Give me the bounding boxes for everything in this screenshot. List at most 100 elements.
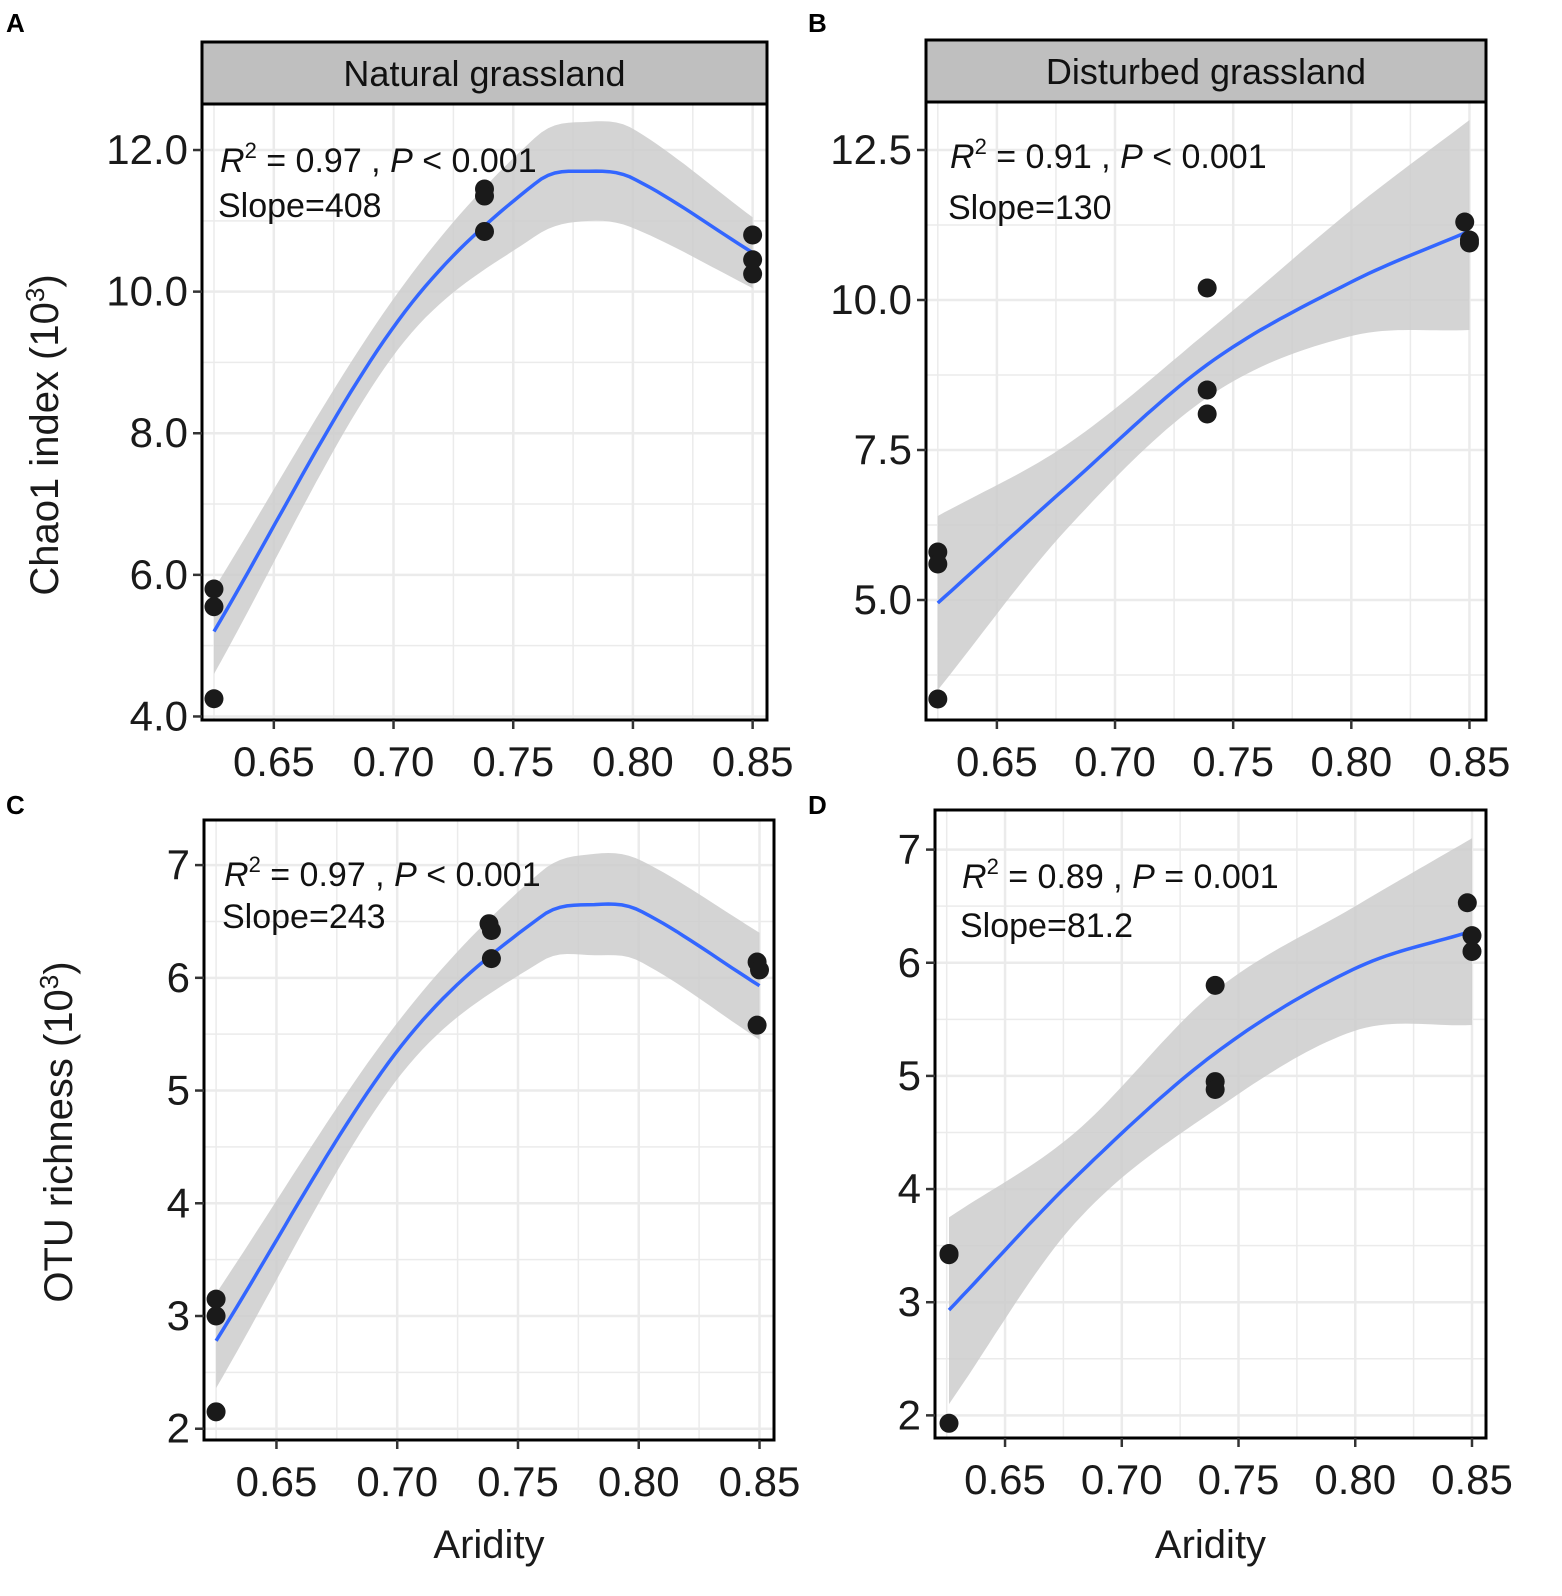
r2-p-label: R2 = 0.91 , P < 0.001 xyxy=(950,134,1267,176)
slope-label: Slope=243 xyxy=(222,898,386,936)
data-point xyxy=(1197,380,1217,400)
x-tick-label: 0.80 xyxy=(1314,1456,1396,1503)
y-tick-label: 10.0 xyxy=(106,268,188,315)
y-tick-label: 6 xyxy=(167,954,190,1001)
data-point xyxy=(1197,404,1217,424)
data-point xyxy=(1205,975,1225,995)
r2-value: = 0.97 , xyxy=(261,856,394,894)
y-tick-label: 3 xyxy=(898,1278,921,1325)
r2-p-label: R2 = 0.89 , P = 0.001 xyxy=(962,854,1279,896)
y-axis-title-main: OTU richness (10 xyxy=(37,989,81,1302)
x-tick-label: 0.70 xyxy=(1074,738,1156,785)
r2-superscript: 2 xyxy=(975,134,987,159)
p-value: < 0.001 xyxy=(1143,138,1267,176)
y-tick-label: 4.0 xyxy=(130,692,188,739)
y-tick-label: 2 xyxy=(898,1391,921,1438)
data-point xyxy=(481,949,501,969)
x-tick-label: 0.70 xyxy=(353,738,435,785)
p-value: < 0.001 xyxy=(413,142,537,180)
r2-value: = 0.97 , xyxy=(257,142,390,180)
y-tick-label: 12.5 xyxy=(830,126,912,173)
data-point xyxy=(204,597,224,617)
slope-label: Slope=81.2 xyxy=(960,907,1133,945)
grid xyxy=(204,820,774,1440)
p-symbol: P xyxy=(1120,138,1143,176)
y-tick-label: 7.5 xyxy=(854,426,912,473)
x-tick-label: 0.70 xyxy=(356,1458,438,1505)
data-points xyxy=(206,914,770,1422)
data-point xyxy=(1459,233,1479,253)
data-points xyxy=(939,893,1482,1433)
p-symbol: P xyxy=(394,856,417,894)
y-tick-label: 6.0 xyxy=(130,551,188,598)
y-axis-title-close: ) xyxy=(23,274,67,287)
r2-superscript: 2 xyxy=(245,138,257,163)
slope-label: Slope=130 xyxy=(948,189,1112,227)
y-tick-label: 6 xyxy=(898,939,921,986)
y-tick-label: 5 xyxy=(898,1052,921,1099)
x-tick-label: 0.80 xyxy=(592,738,674,785)
y-tick-label: 4 xyxy=(167,1179,190,1226)
data-point xyxy=(743,264,763,284)
facet-strip xyxy=(924,38,1488,104)
ci-band xyxy=(937,120,1470,690)
x-tick-label: 0.65 xyxy=(236,1458,318,1505)
plot-frame xyxy=(933,808,1488,1440)
y-axis-title-close: ) xyxy=(37,961,81,974)
x-axis-title: Aridity xyxy=(433,1523,544,1567)
p-value: = 0.001 xyxy=(1155,858,1279,896)
plot-frame xyxy=(202,818,776,1442)
data-point xyxy=(206,1306,226,1326)
data-point xyxy=(1457,893,1477,913)
r2-superscript: 2 xyxy=(987,854,999,879)
data-point xyxy=(750,960,770,980)
data-points xyxy=(204,179,763,709)
y-axis-title-sup: 3 xyxy=(20,288,50,302)
x-tick-label: 0.75 xyxy=(477,1458,559,1505)
data-point xyxy=(928,689,948,709)
y-tick-label: 4 xyxy=(898,1165,921,1212)
data-point xyxy=(928,554,948,574)
x-tick-label: 0.85 xyxy=(1431,1456,1513,1503)
data-point xyxy=(939,1413,959,1433)
r2-value: = 0.91 , xyxy=(987,138,1120,176)
r2-p-label: R2 = 0.97 , P < 0.001 xyxy=(220,138,537,180)
panel-letter: D xyxy=(808,790,827,820)
y-tick-label: 5 xyxy=(167,1067,190,1114)
facet-strip-label: Natural grassland xyxy=(343,53,625,94)
data-point xyxy=(1462,941,1482,961)
data-point xyxy=(1197,278,1217,298)
x-tick-label: 0.70 xyxy=(1081,1456,1163,1503)
x-tick-label: 0.65 xyxy=(233,738,315,785)
panel-b: B 0.65 0.70 0.75 0.80 0.85 5.0 7.5 10.0 12.5 Distu… xyxy=(808,8,1511,785)
data-point xyxy=(1205,1079,1225,1099)
p-symbol: P xyxy=(390,142,413,180)
facet-strip-label: Disturbed grassland xyxy=(1046,51,1366,92)
data-point xyxy=(206,1402,226,1422)
x-tick-label: 0.85 xyxy=(712,738,794,785)
y-tick-label: 12.0 xyxy=(106,126,188,173)
x-tick-label: 0.75 xyxy=(1192,738,1274,785)
data-point xyxy=(204,579,224,599)
x-tick-label: 0.80 xyxy=(1310,738,1392,785)
x-tick-label: 0.75 xyxy=(1198,1456,1280,1503)
x-tick-label: 0.85 xyxy=(1429,738,1511,785)
data-point xyxy=(475,221,494,241)
r2-superscript: 2 xyxy=(249,852,261,877)
panel-a: A 0.65 0.70 0.75 0.80 0.85 4.0 6.0 8.0 10.0 12.0 Na… xyxy=(6,8,794,785)
x-tick-label: 0.75 xyxy=(472,738,554,785)
y-tick-label: 8.0 xyxy=(130,409,188,456)
data-points xyxy=(928,212,1479,709)
y-tick-label: 7 xyxy=(898,826,921,873)
facet-strip xyxy=(200,40,769,106)
data-point xyxy=(743,225,763,245)
y-tick-label: 5.0 xyxy=(854,576,912,623)
r2-symbol: R xyxy=(950,138,975,176)
x-tick-label: 0.85 xyxy=(719,1458,801,1505)
y-tick-label: 7 xyxy=(167,841,190,888)
panel-letter: B xyxy=(808,8,827,38)
x-tick-label: 0.65 xyxy=(956,738,1038,785)
panel-letter: C xyxy=(6,790,25,820)
